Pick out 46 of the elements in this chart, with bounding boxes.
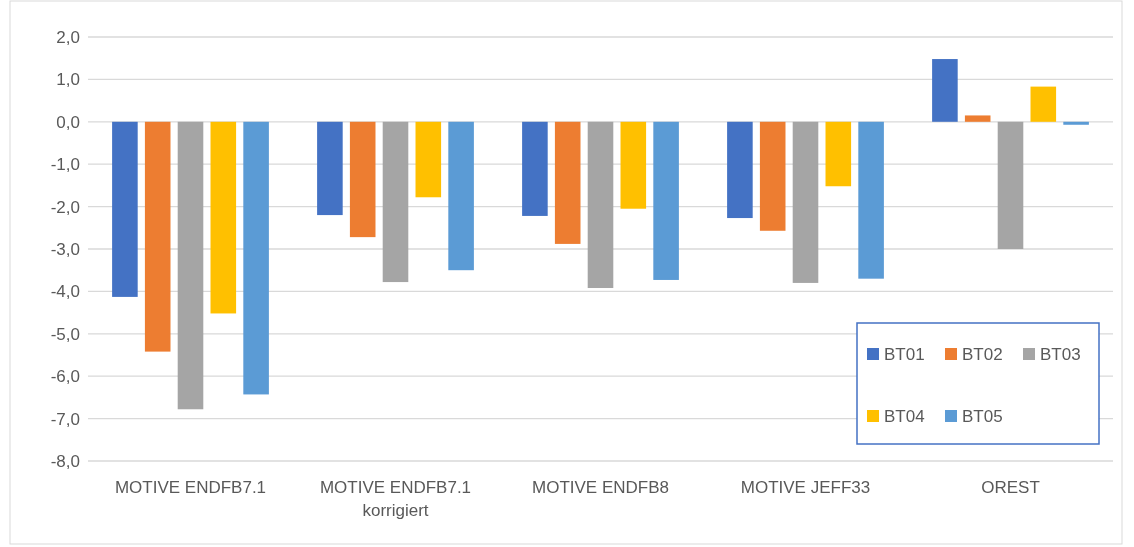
bar [415,121,442,198]
bar [653,121,679,280]
y-tick-label: 0,0 [56,112,80,132]
y-tick-label: 1,0 [56,70,80,90]
bar [620,121,647,209]
bar [1030,86,1057,122]
bar [759,121,786,231]
bar [243,121,269,395]
bar [997,121,1024,249]
bar [144,121,171,352]
x-tick-label: MOTIVE JEFF33 [740,478,871,497]
y-tick-label: 2,0 [56,27,80,47]
x-tick-label: MOTIVE ENDFB7.1 [114,478,267,497]
bar [382,121,409,283]
bar [932,59,958,122]
bar [448,121,474,271]
x-tick-label: OREST [981,478,1040,497]
bar [825,121,852,187]
bar [1063,121,1089,125]
x-tick-label: MOTIVE ENDFB8 [532,478,669,497]
legend-label: BT04 [884,406,925,426]
bar [554,121,581,244]
bar [349,121,376,238]
y-tick-label: -6,0 [50,367,80,387]
y-tick-label: -7,0 [50,409,80,429]
bar [587,121,614,289]
legend-label: BT05 [962,406,1003,426]
y-tick-label: -3,0 [50,239,80,259]
y-tick-label: -4,0 [50,282,80,302]
bar [522,121,548,216]
y-tick-label: -5,0 [50,324,80,344]
bar [210,121,237,314]
bar [177,121,204,410]
bar [112,121,138,297]
bar [858,121,884,279]
x-tick-label: MOTIVE ENDFB7.1 korrigiert [319,478,472,520]
bar [727,121,753,219]
bar [792,121,819,283]
legend-label: BT01 [884,344,925,364]
legend-label: BT03 [1040,344,1081,364]
y-tick-label: -8,0 [50,451,80,471]
y-tick-label: -2,0 [50,197,80,217]
bar [964,115,991,122]
y-tick-label: -1,0 [50,155,80,175]
bar [317,121,343,216]
legend-label: BT02 [962,344,1003,364]
